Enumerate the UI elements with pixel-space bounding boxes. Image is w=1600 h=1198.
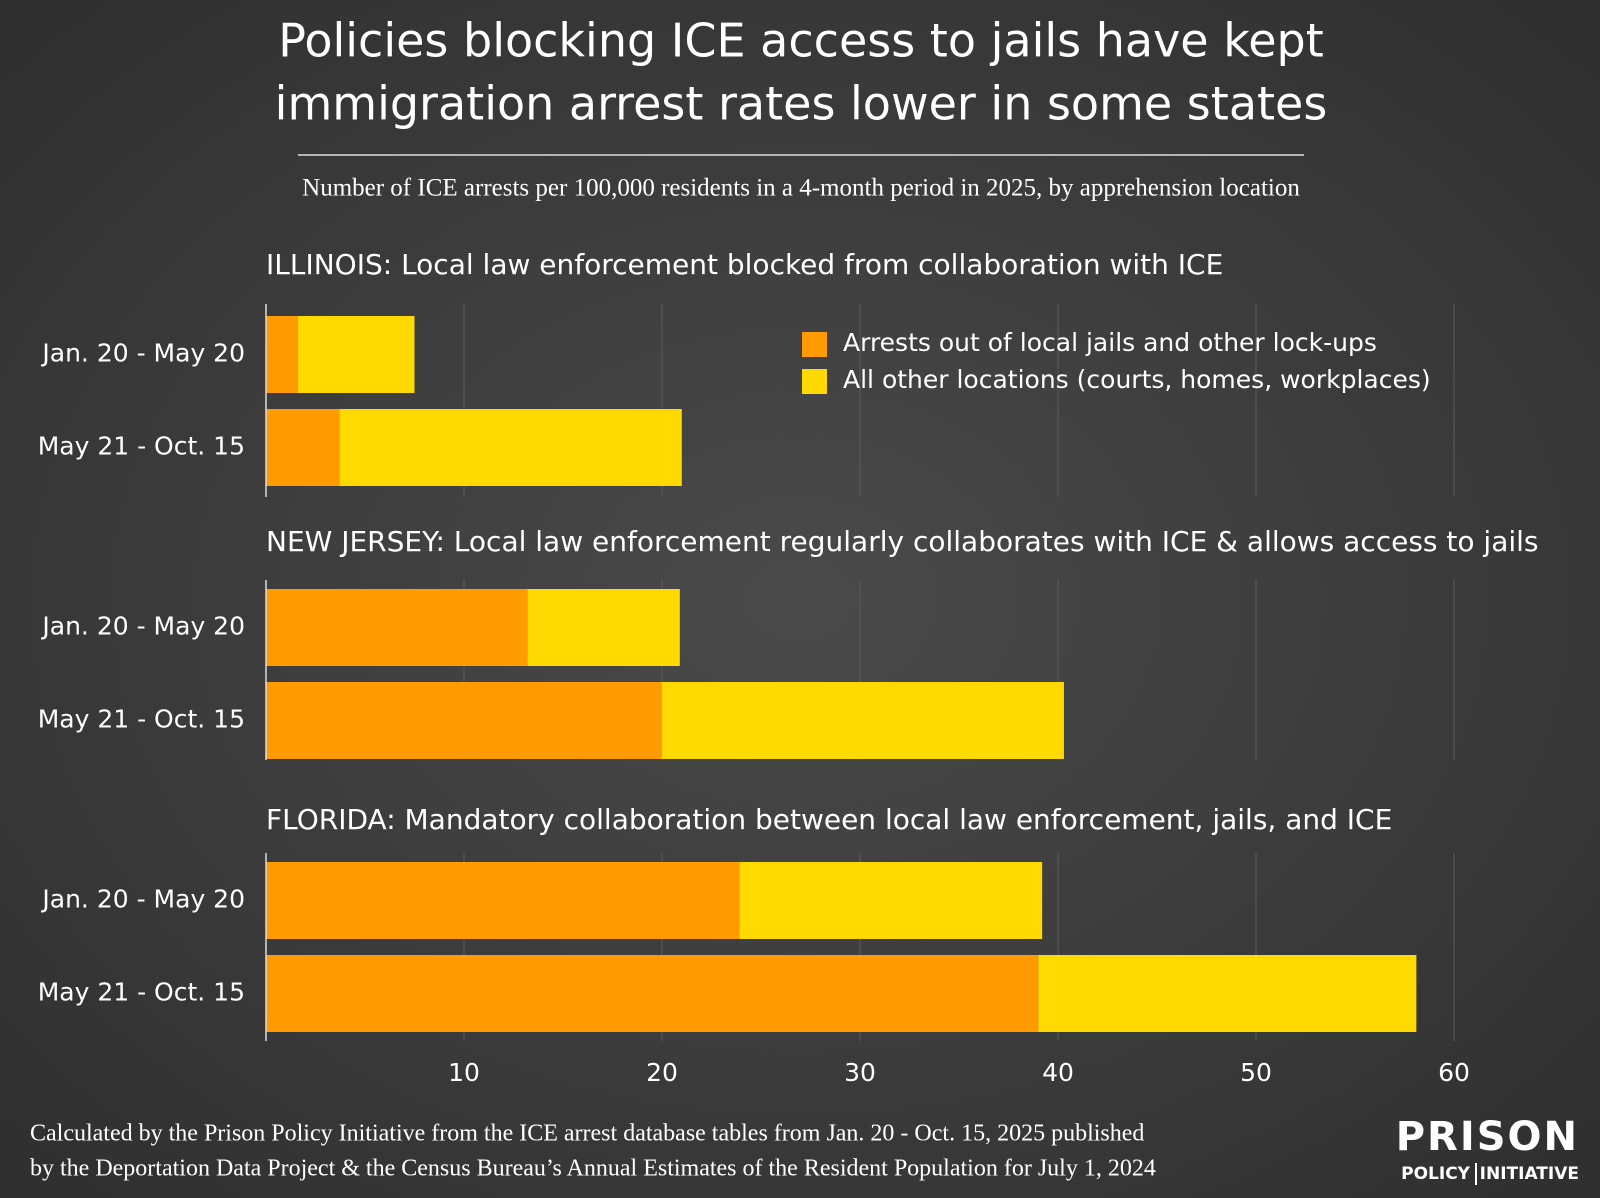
panel-title: NEW JERSEY: Local law enforcement regula… [266,525,1539,558]
bar-segment [266,682,662,759]
bar-segment [739,862,1043,939]
bar-segment [339,409,682,486]
y-tick-label: Jan. 20 - May 20 [40,612,245,641]
title: Policies blocking ICE access to jails ha… [278,14,1324,68]
logo-text: POLICY [1401,1164,1471,1184]
bar-segment [1038,955,1417,1032]
legend-label: All other locations (courts, homes, work… [843,365,1431,394]
y-tick-label: May 21 - Oct. 15 [38,978,245,1007]
bar-segment [266,589,528,666]
source: by the Deportation Data Project & the Ce… [30,1156,1156,1182]
source: Calculated by the Prison Policy Initiati… [30,1121,1144,1147]
bar-segment [297,316,415,393]
y-tick-label: Jan. 20 - May 20 [40,885,245,914]
y-tick-label: May 21 - Oct. 15 [38,705,245,734]
y-tick-label: Jan. 20 - May 20 [40,339,245,368]
subtitle: Number of ICE arrests per 100,000 reside… [302,175,1300,202]
x-tick-label: 30 [844,1058,876,1087]
panel-title: ILLINOIS: Local law enforcement blocked … [266,248,1223,281]
logo-text: INITIATIVE [1480,1164,1579,1184]
logo-text: PRISON [1396,1114,1579,1160]
y-tick-label: May 21 - Oct. 15 [38,432,245,461]
x-tick-label: 10 [448,1058,480,1087]
x-tick-label: 50 [1240,1058,1272,1087]
legend-swatch [802,332,827,357]
title: immigration arrest rates lower in some s… [275,77,1328,131]
bar-segment [266,409,340,486]
bar-segment [662,682,1064,759]
legend-swatch [802,369,827,394]
x-tick-label: 60 [1438,1058,1470,1087]
bar-segment [527,589,680,666]
bar-segment [266,316,298,393]
x-tick-label: 40 [1042,1058,1074,1087]
panel-title: FLORIDA: Mandatory collaboration between… [266,803,1392,836]
bar-segment [266,862,740,939]
legend-label: Arrests out of local jails and other loc… [843,328,1377,357]
x-tick-label: 20 [646,1058,678,1087]
bar-segment [266,955,1039,1032]
